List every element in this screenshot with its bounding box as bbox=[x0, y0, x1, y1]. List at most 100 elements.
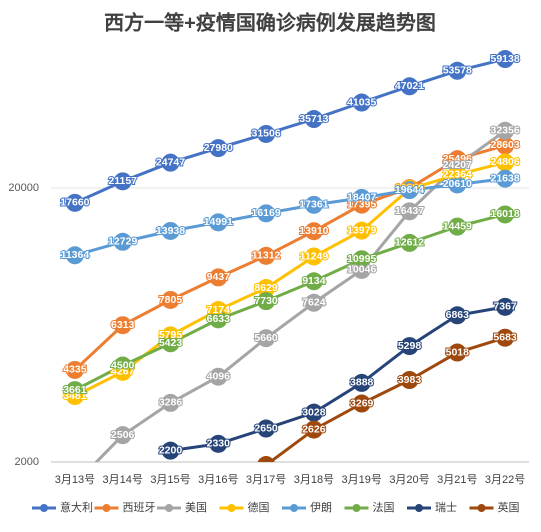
marker bbox=[496, 297, 515, 316]
data-label: 11249 bbox=[300, 250, 329, 262]
chart-title: 西方一等+疫情国确诊病例发展趋势图 bbox=[104, 10, 436, 34]
data-label: 5018 bbox=[446, 346, 470, 358]
legend-label: 伊朗 bbox=[310, 501, 332, 514]
legend-label: 美国 bbox=[185, 501, 207, 514]
data-label: 25496 bbox=[443, 153, 472, 165]
data-label: 5298 bbox=[398, 340, 422, 352]
marker bbox=[496, 153, 515, 172]
x-tick-label: 3月16号 bbox=[198, 473, 238, 486]
marker bbox=[304, 222, 323, 241]
marker bbox=[496, 169, 515, 188]
marker bbox=[209, 139, 228, 158]
data-label: 13979 bbox=[347, 224, 376, 236]
marker bbox=[209, 213, 228, 232]
data-label: 10046 bbox=[347, 264, 376, 276]
marker bbox=[352, 93, 371, 112]
legend: 意大利 西班牙 美国 德国 伊朗 法国 瑞士 英国 bbox=[32, 500, 520, 514]
marker bbox=[352, 221, 371, 240]
marker bbox=[304, 272, 323, 291]
marker bbox=[448, 175, 467, 194]
x-tick-label: 3月21号 bbox=[437, 473, 477, 486]
data-label: 24747 bbox=[156, 156, 185, 168]
data-label: 16437 bbox=[395, 205, 424, 217]
x-tick-label: 3月14号 bbox=[103, 473, 143, 486]
data-label: 19644 bbox=[395, 184, 424, 196]
data-label: 12729 bbox=[108, 236, 137, 248]
marker bbox=[161, 441, 180, 460]
marker bbox=[496, 328, 515, 347]
data-label: 2650 bbox=[254, 422, 278, 434]
legend-marker bbox=[477, 504, 486, 512]
data-label: 4500 bbox=[111, 359, 135, 371]
data-label: 7730 bbox=[254, 295, 278, 307]
data-label: 9134 bbox=[302, 275, 326, 287]
data-label: 32356 bbox=[490, 125, 519, 137]
data-label: 14991 bbox=[204, 216, 233, 228]
marker bbox=[257, 124, 276, 143]
data-label: 24806 bbox=[490, 156, 519, 168]
marker bbox=[496, 136, 515, 155]
marker bbox=[113, 232, 132, 251]
data-label: 18407 bbox=[347, 192, 376, 204]
legend-label: 西班牙 bbox=[123, 501, 156, 514]
data-label: 9437 bbox=[207, 271, 231, 283]
y-tick-label: 20000 bbox=[8, 182, 39, 194]
marker bbox=[448, 306, 467, 325]
marker bbox=[161, 221, 180, 240]
data-label: 5660 bbox=[254, 332, 278, 344]
data-label: 16018 bbox=[490, 208, 519, 220]
marker bbox=[161, 393, 180, 412]
data-label: 3983 bbox=[398, 374, 422, 386]
data-label: 17395 bbox=[347, 198, 376, 210]
data-label: 7174 bbox=[207, 304, 231, 316]
data-label: 19980 bbox=[395, 182, 424, 194]
x-tick-label: 3月17号 bbox=[246, 473, 286, 486]
data-label: 21638 bbox=[490, 172, 519, 184]
data-label: 6633 bbox=[207, 313, 231, 325]
x-tick-label: 3月13号 bbox=[55, 473, 95, 486]
data-label: 3286 bbox=[159, 397, 183, 409]
marker bbox=[257, 292, 276, 311]
marker bbox=[304, 420, 323, 439]
marker bbox=[400, 181, 419, 200]
marker bbox=[113, 172, 132, 191]
legend-label: 英国 bbox=[498, 500, 520, 514]
marker bbox=[257, 329, 276, 348]
marker bbox=[496, 50, 515, 69]
data-label: 10995 bbox=[347, 253, 376, 265]
series-line bbox=[74, 57, 506, 205]
marker bbox=[496, 205, 515, 224]
plot-area bbox=[65, 50, 515, 462]
marker bbox=[209, 268, 228, 287]
legend-marker bbox=[227, 504, 236, 512]
marker bbox=[400, 202, 419, 221]
marker bbox=[304, 110, 323, 129]
marker bbox=[304, 403, 323, 422]
marker bbox=[161, 153, 180, 172]
data-label: 2330 bbox=[207, 438, 231, 450]
marker bbox=[400, 233, 419, 252]
data-label: 14459 bbox=[443, 220, 472, 232]
x-tick-label: 3月20号 bbox=[389, 473, 429, 486]
data-label: 3269 bbox=[350, 397, 374, 409]
marker bbox=[257, 204, 276, 223]
data-label: 3661 bbox=[63, 384, 87, 396]
data-label: 4267 bbox=[111, 366, 135, 378]
marker bbox=[161, 334, 180, 353]
data-label: 7805 bbox=[159, 294, 183, 306]
marker bbox=[352, 394, 371, 413]
data-label: 11364 bbox=[61, 249, 90, 261]
marker bbox=[448, 61, 467, 80]
data-label: 17660 bbox=[60, 197, 89, 209]
grid: 2000 20000 3月13号 3月14号 3月15号 3月16号 3月17号 3月18号 3… bbox=[8, 182, 529, 486]
marker bbox=[400, 77, 419, 96]
data-labels: 17660 21157 24747 27980 31506 35713 41035 47021… bbox=[59, 52, 521, 458]
marker bbox=[400, 371, 419, 390]
marker bbox=[65, 381, 84, 400]
data-label: 53578 bbox=[443, 65, 472, 77]
data-label: 2626 bbox=[302, 423, 326, 435]
legend-marker bbox=[40, 504, 48, 512]
data-label: 4096 bbox=[207, 370, 231, 382]
x-tick-label: 3月18号 bbox=[294, 473, 334, 486]
y-tick-label: 2000 bbox=[15, 456, 39, 468]
